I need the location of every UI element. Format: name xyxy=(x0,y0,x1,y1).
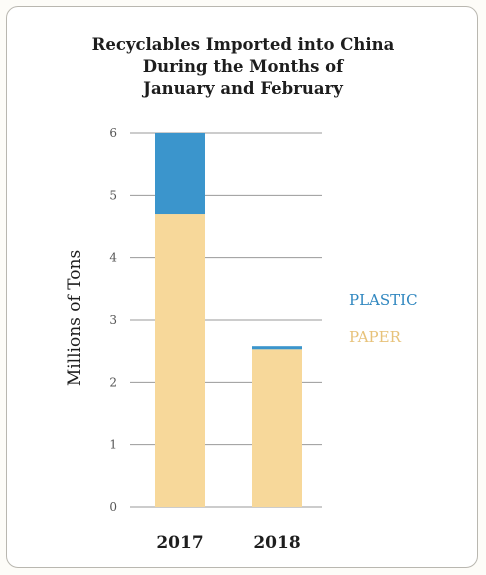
legend-entry-paper: PAPER xyxy=(349,328,402,346)
chart-title: Recyclables Imported into China During t… xyxy=(0,34,486,100)
chart-frame xyxy=(6,6,478,568)
y-axis-label: Millions of Tons xyxy=(65,250,85,386)
y-tick-label-1: 1 xyxy=(109,438,117,452)
y-tick-label-0: 0 xyxy=(109,500,117,514)
bar-2018-paper xyxy=(252,349,302,507)
chart-title-line-1: Recyclables Imported into China xyxy=(91,35,395,54)
y-tick-labels: 0 1 2 3 4 5 6 xyxy=(109,126,117,514)
x-tick-labels: 2017 2018 xyxy=(156,533,300,553)
y-tick-label-5: 5 xyxy=(109,188,117,202)
legend-entry-plastic: PLASTIC xyxy=(349,291,418,309)
bar-2017-plastic xyxy=(155,133,205,215)
y-tick-label-4: 4 xyxy=(109,251,117,265)
bar-2017-paper xyxy=(155,214,205,508)
chart-title-line-3: January and February xyxy=(143,79,343,98)
y-tick-label-6: 6 xyxy=(109,126,117,140)
y-tick-label-2: 2 xyxy=(109,375,117,389)
chart-title-line-2: During the Months of xyxy=(142,57,344,76)
x-tick-label-2018: 2018 xyxy=(253,533,300,553)
legend: PLASTIC PAPER xyxy=(349,291,418,346)
bar-2018-plastic xyxy=(252,346,302,350)
y-tick-label-3: 3 xyxy=(109,313,117,327)
bars xyxy=(155,133,302,508)
x-tick-label-2017: 2017 xyxy=(156,533,203,553)
